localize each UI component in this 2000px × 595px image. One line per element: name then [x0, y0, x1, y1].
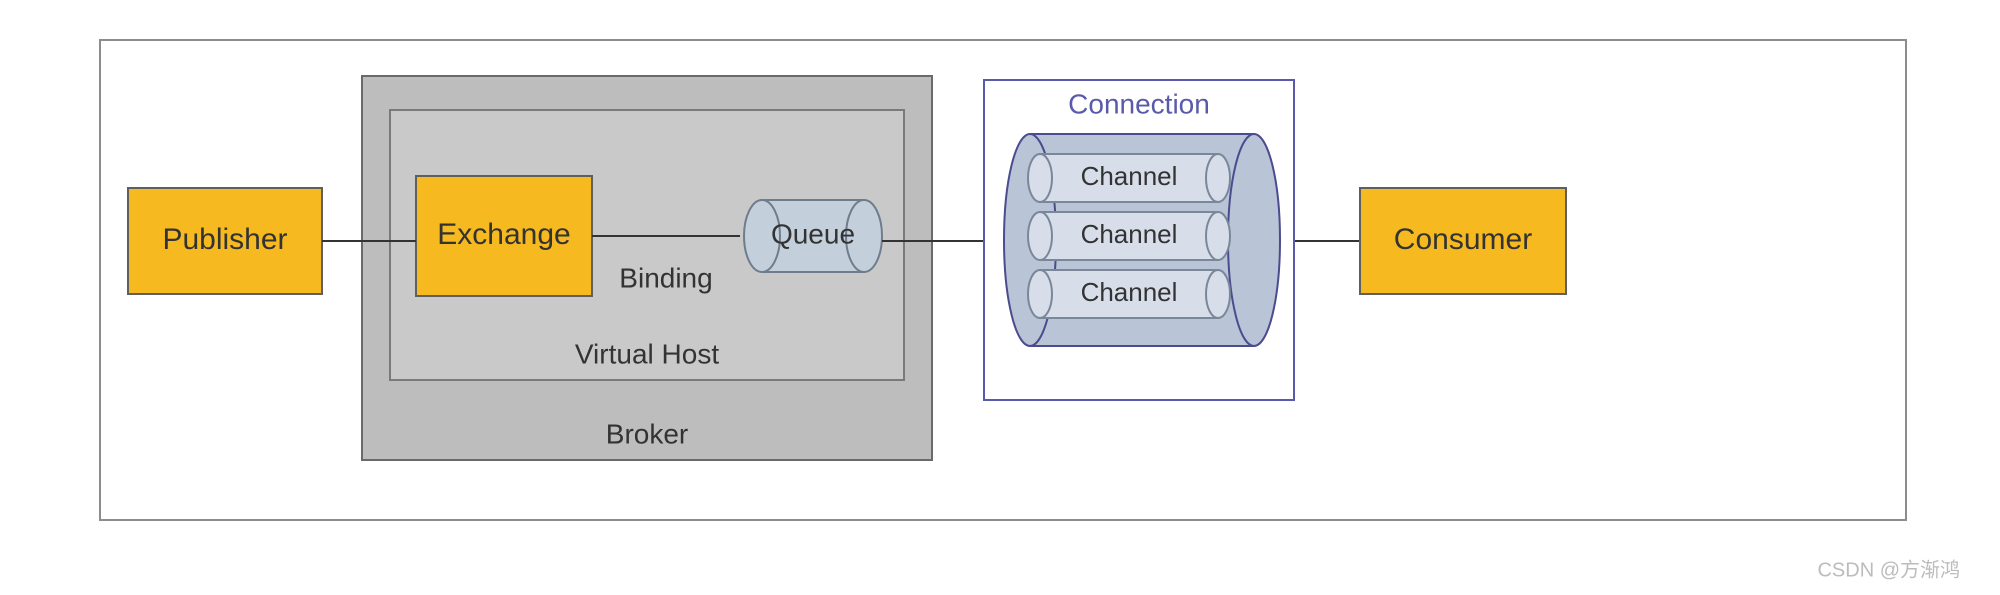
virtual-host-label: Virtual Host	[575, 338, 719, 369]
channel-label-0: Channel	[1081, 161, 1178, 191]
connection-label: Connection	[1068, 88, 1210, 119]
queue-label: Queue	[771, 218, 855, 249]
exchange-label: Exchange	[437, 218, 570, 251]
channel-label-2: Channel	[1081, 277, 1178, 307]
binding-label: Binding	[619, 262, 712, 293]
broker-label: Broker	[606, 418, 688, 449]
consumer-label: Consumer	[1394, 223, 1532, 256]
watermark-label: CSDN @方渐鸿	[1817, 558, 1960, 581]
publisher-label: Publisher	[162, 223, 287, 256]
channel-label-1: Channel	[1081, 219, 1178, 249]
